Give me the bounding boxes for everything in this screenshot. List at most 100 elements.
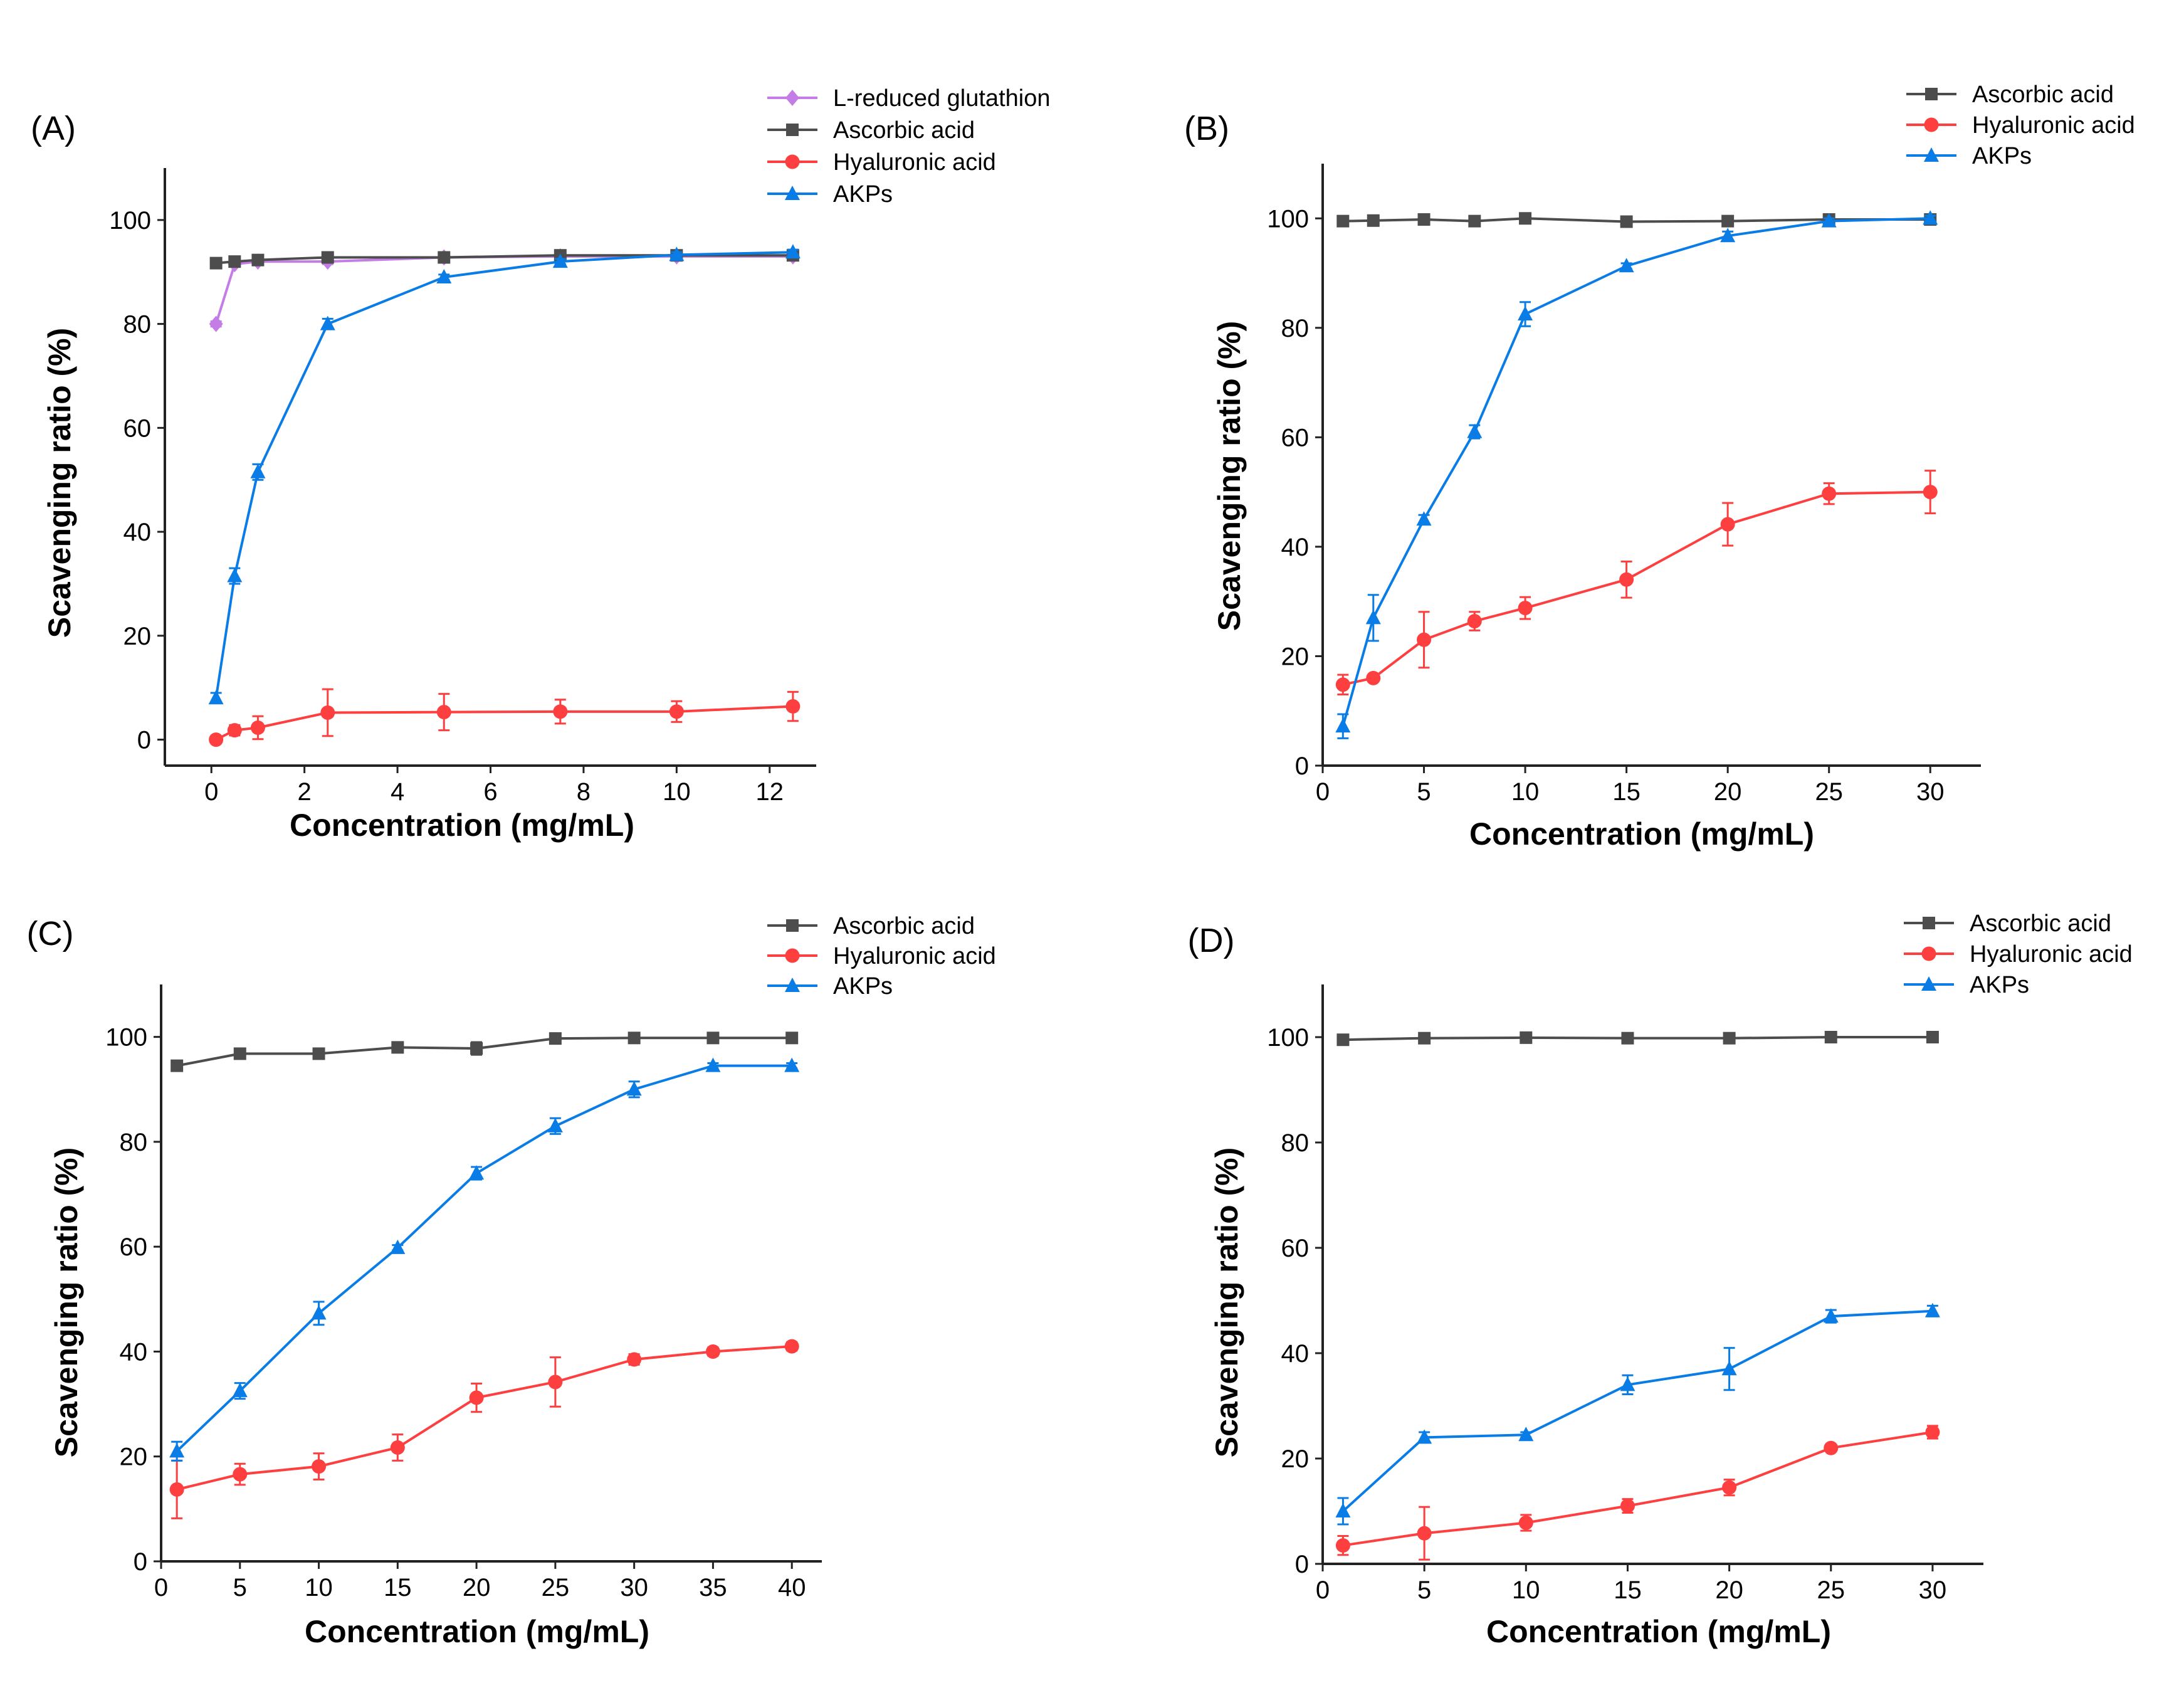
square-marker [1336,1033,1350,1047]
series-line [1342,490,1931,686]
y-axis-title: Scavenging ratio (%) [1212,321,1247,631]
square-marker [627,1031,641,1045]
chart-panel: (C) 0 20 40 60 80 100 0 5 10 15 20 25 30 35 40 Concentra… [27,913,996,1649]
y-tick-label: 20 [1281,1445,1310,1473]
x-tick-label: 0 [204,778,218,806]
diamond-marker [209,315,223,332]
square-marker [706,1031,720,1045]
circle-marker [169,1482,184,1497]
triangle-marker [626,1081,642,1096]
legend-label: AKPs [1972,143,2032,169]
square-marker [1723,1031,1736,1045]
diamond-marker [785,90,799,106]
legend-label: Ascorbic acid [833,913,975,939]
panel-label: (C) [27,915,74,952]
triangle-marker [1924,147,1939,162]
x-tick-label: 25 [1815,778,1843,806]
y-tick-label: 40 [123,519,152,546]
y-tick-label: 0 [134,1548,147,1576]
series-line [176,1064,792,1452]
x-tick-label: 25 [542,1574,570,1601]
legend-label: Hyaluronic acid [833,149,996,176]
y-tick-label: 0 [1295,1551,1309,1578]
circle-marker [1518,601,1533,616]
series-hyaluronic-acid [209,688,801,747]
triangle-marker [1923,210,1938,225]
legend-item: AKPs [1906,143,2032,169]
square-marker [1418,1031,1431,1045]
x-tick-label: 0 [154,1574,168,1601]
square-marker [321,251,334,264]
square-marker [785,1031,799,1045]
x-axis-title: Concentration (mg/mL) [305,1614,649,1649]
series-ascorbic-acid [209,249,799,270]
circle-marker [1921,946,1936,961]
chart-panel: (B) 0 20 40 60 80 100 0 5 10 15 20 25 30 Concentration… [1184,82,2135,852]
y-tick-label: 20 [123,623,152,650]
y-tick-label: 80 [1281,1129,1310,1157]
triangle-marker [311,1305,327,1320]
triangle-marker [232,1383,248,1398]
x-tick-label: 6 [483,778,497,806]
x-tick-label: 20 [1714,778,1742,806]
circle-marker [1335,1538,1350,1553]
square-marker [1824,1031,1837,1043]
y-tick-label: 80 [123,311,152,339]
x-tick-label: 30 [1919,1576,1947,1604]
series-line [215,705,793,741]
legend-item: Hyaluronic acid [767,943,996,969]
y-tick-label: 80 [1281,315,1310,342]
square-marker [312,1047,325,1060]
square-marker [391,1041,404,1054]
y-tick-label: 100 [109,207,151,235]
circle-marker [1518,1515,1533,1530]
x-tick-label: 30 [1916,778,1945,806]
x-tick-label: 20 [463,1574,491,1601]
circle-marker [1925,1425,1940,1440]
circle-marker [785,948,800,963]
x-tick-label: 15 [1614,1576,1642,1604]
x-tick-label: 0 [1316,1576,1330,1604]
x-tick-label: 5 [233,1574,247,1601]
legend-item: AKPs [767,181,893,208]
series-akps [208,244,801,705]
square-marker [1621,1031,1634,1045]
triangle-marker [208,690,224,705]
square-marker [251,253,265,266]
y-axis-title: Scavenging ratio (%) [49,1148,84,1458]
circle-marker [784,1339,799,1354]
y-tick-label: 100 [105,1024,147,1052]
series-line [176,1037,792,1067]
circle-marker [1924,117,1939,132]
x-tick-label: 40 [778,1574,806,1601]
triangle-marker [1417,1429,1432,1444]
x-tick-label: 2 [298,778,312,806]
y-tick-label: 40 [1281,534,1310,561]
y-tick-label: 0 [137,727,151,754]
circle-marker [1923,485,1938,500]
y-tick-label: 80 [120,1129,148,1156]
series-hyaluronic-acid [1335,470,1938,696]
series-line [1343,1431,1933,1547]
square-marker [1923,917,1935,929]
legend-item: Ascorbic acid [1904,910,2111,937]
circle-marker [669,704,684,719]
square-marker [1336,214,1350,228]
triangle-marker [1720,228,1736,243]
x-axis-title: Concentration (mg/mL) [290,808,634,843]
square-marker [171,1059,184,1072]
circle-marker [553,704,568,719]
y-tick-label: 100 [1267,1024,1309,1052]
circle-marker [227,723,242,738]
triangle-marker [390,1239,406,1254]
legend-label: Hyaluronic acid [1972,112,2135,139]
circle-marker [312,1459,327,1474]
series-akps [169,1057,800,1462]
triangle-marker [1467,423,1483,438]
square-marker [1925,88,1938,100]
circle-marker [785,154,800,169]
triangle-marker [1619,258,1634,273]
series-akps [1335,1302,1940,1526]
triangle-marker [705,1057,721,1072]
circle-marker [1620,1499,1635,1514]
